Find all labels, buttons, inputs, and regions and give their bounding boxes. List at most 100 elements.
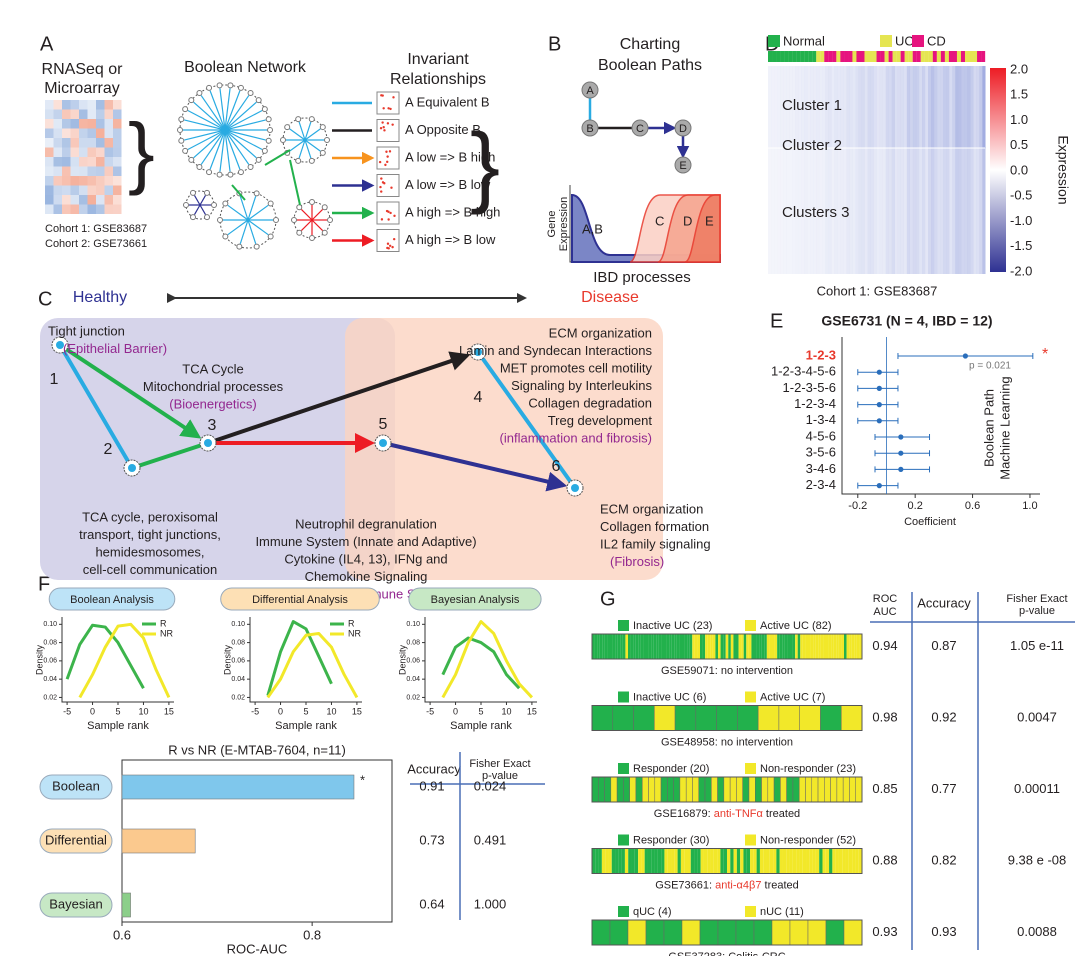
heatmap-cell xyxy=(62,138,71,148)
curve-label: E xyxy=(705,213,714,228)
sample-strip xyxy=(880,51,885,62)
state-label: Disease xyxy=(581,289,639,306)
heatmap-col xyxy=(798,66,802,148)
legend-swatch xyxy=(880,35,892,47)
legend-label: qUC (4) xyxy=(633,906,672,918)
title: Invariant xyxy=(407,51,469,68)
brace: } xyxy=(128,107,155,196)
sample-strip xyxy=(812,51,817,62)
axis-label: Sample rank xyxy=(450,720,512,732)
network-node xyxy=(255,156,262,163)
sample-strip xyxy=(960,51,966,62)
sample-strip xyxy=(856,51,861,62)
path-edge xyxy=(58,343,202,439)
annotation-note: (inflammation and fibrosis) xyxy=(500,430,652,445)
sample-stripe xyxy=(615,634,618,659)
heatmap-cell xyxy=(79,147,88,157)
sample-stripe xyxy=(851,634,855,659)
table-cell: 0.82 xyxy=(931,852,956,867)
density-line xyxy=(266,620,333,697)
scatter-dot xyxy=(380,177,383,180)
network-edge xyxy=(227,204,249,221)
sample-stripe xyxy=(658,634,662,659)
heatmap-col xyxy=(807,148,811,274)
legend-label: nUC (11) xyxy=(760,906,804,918)
network-edge xyxy=(239,196,249,221)
sample-stripe xyxy=(591,705,614,731)
sample-stripe xyxy=(755,776,762,803)
heatmap-col xyxy=(891,148,895,274)
heatmap-cell xyxy=(53,176,62,186)
sample-strip xyxy=(876,51,881,62)
heatmap-cell xyxy=(62,109,71,119)
heatmap-col xyxy=(831,148,835,274)
axis-label: Machine Learning xyxy=(997,376,1012,479)
sample-stripe xyxy=(638,634,641,659)
table-cell: 1.05 e-11 xyxy=(1010,638,1064,653)
sample-stripe xyxy=(813,634,816,659)
network-node xyxy=(295,157,302,164)
heatmap-col xyxy=(774,66,778,148)
scatter-dot xyxy=(386,242,390,245)
curve-label: C xyxy=(655,213,664,228)
heatmap-col xyxy=(931,66,935,148)
network-edge xyxy=(184,119,226,131)
heatmap-cell xyxy=(79,195,88,205)
sample-stripe xyxy=(689,634,693,659)
sample-stripe xyxy=(591,776,599,803)
y-tick-label: 0.08 xyxy=(43,639,57,646)
sample-stripe xyxy=(654,776,662,803)
heatmap-col xyxy=(816,148,820,274)
annotation-line: Collagen degradation xyxy=(528,395,652,410)
annotation-line: Mitochondrial processes xyxy=(143,379,284,394)
y-tick-label: 0.10 xyxy=(43,621,57,628)
heatmap-col xyxy=(849,148,853,274)
sample-stripe xyxy=(843,919,863,946)
sample-stripe xyxy=(822,848,826,874)
sample-stripe xyxy=(623,776,630,803)
sample-strip xyxy=(924,51,929,62)
network-node xyxy=(321,229,328,236)
sample-stripe xyxy=(852,848,856,874)
heatmap-cell xyxy=(62,204,71,214)
point xyxy=(876,418,882,424)
heatmap-col xyxy=(828,66,832,148)
annotation: p = 0.021 xyxy=(969,361,1011,372)
sample-stripe xyxy=(635,634,639,659)
axis-label: Sample rank xyxy=(87,720,149,732)
heatmap-col xyxy=(798,148,802,274)
y-tick-label: 1-2-3 xyxy=(806,347,836,362)
heatmap-col xyxy=(777,66,781,148)
heatmap-col xyxy=(934,148,938,274)
sample-stripe xyxy=(598,776,605,803)
sample-stripe xyxy=(769,848,774,874)
legend-label: Normal xyxy=(783,33,825,48)
sample-stripe xyxy=(634,848,639,874)
network-node xyxy=(253,190,260,197)
category-pill xyxy=(39,774,113,800)
heatmap-cell xyxy=(79,138,88,148)
sample-stripe xyxy=(604,776,612,803)
heatmap-cell xyxy=(70,138,79,148)
heatmap-col xyxy=(891,66,895,148)
sample-stripe xyxy=(602,634,605,659)
sample-stripe xyxy=(617,634,621,659)
sample-stripe xyxy=(835,848,839,874)
network-node xyxy=(182,106,189,113)
sample-stripe xyxy=(694,848,698,874)
colorbar-tick: 2.0 xyxy=(1010,61,1028,76)
path-node xyxy=(674,119,692,137)
x-tick-label: 0.2 xyxy=(908,500,923,512)
y-tick-label: 0.06 xyxy=(231,658,245,665)
annotation-line: IL2 family signaling xyxy=(600,536,711,551)
axis xyxy=(249,617,362,703)
title: Boolean Network xyxy=(184,59,307,76)
path-edge xyxy=(58,343,134,470)
heatmap-col xyxy=(801,148,805,274)
sample-stripe xyxy=(757,705,780,731)
sample-stripe xyxy=(790,634,793,659)
axis xyxy=(61,617,174,703)
scatter-dot xyxy=(391,245,394,249)
sample-strip xyxy=(848,51,853,62)
heatmap-col xyxy=(882,66,886,148)
